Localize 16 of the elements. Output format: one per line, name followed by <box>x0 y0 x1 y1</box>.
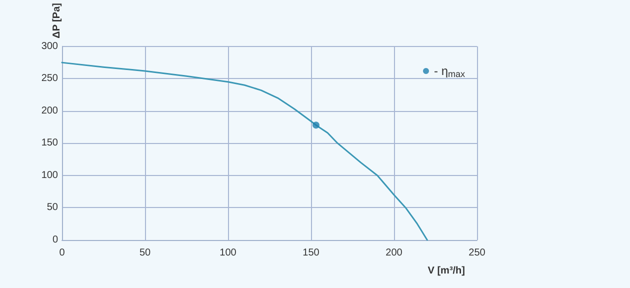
y-tick-label: 200 <box>41 105 58 116</box>
x-tick-label: 0 <box>59 248 66 258</box>
x-tick-label: 250 <box>468 248 486 258</box>
x-tick-label: 50 <box>139 248 151 258</box>
x-tick-label: 150 <box>302 248 320 258</box>
y-tick-label: 50 <box>46 202 58 214</box>
y-tick-label: 150 <box>41 138 58 149</box>
x-tick-label: 200 <box>386 248 403 258</box>
y-tick-label: 250 <box>41 73 58 84</box>
y-tick-label: 100 <box>41 170 58 181</box>
line-series <box>61 62 428 241</box>
y-axis-title: ΔP [Pa] <box>52 3 62 38</box>
y-tick-label: 0 <box>52 234 58 246</box>
y-tick-label: 300 <box>41 40 58 52</box>
x-tick-label: 100 <box>220 248 237 258</box>
x-axis-title: V [m³/h] <box>428 266 465 276</box>
